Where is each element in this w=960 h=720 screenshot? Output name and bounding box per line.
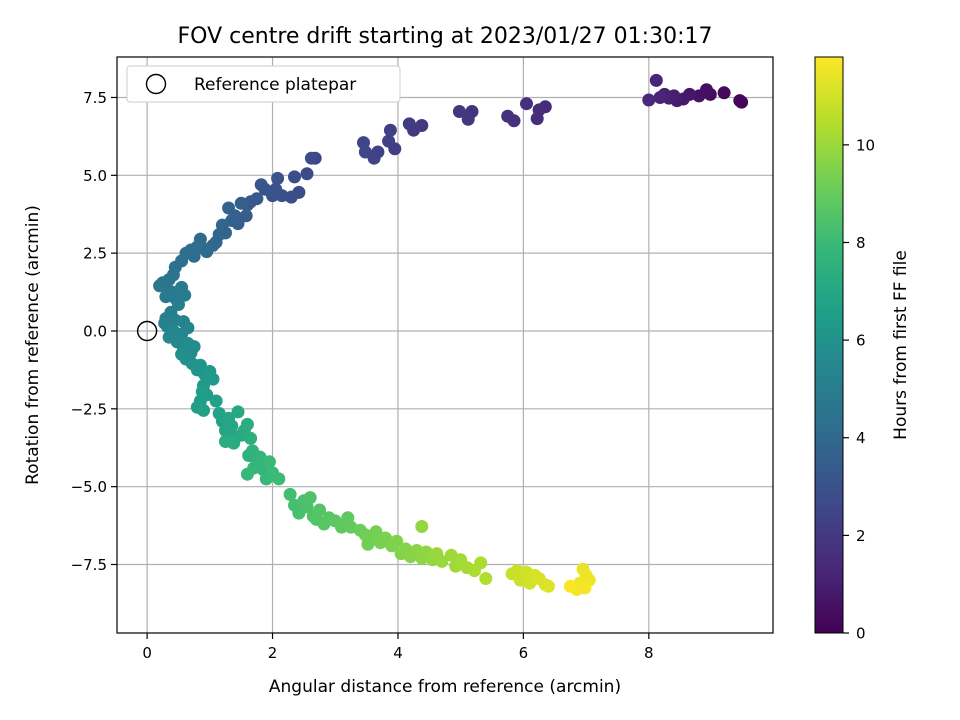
- data-point: [402, 117, 416, 131]
- data-point: [195, 385, 209, 399]
- y-tick-label: 7.5: [83, 89, 107, 107]
- colorbar-label: Hours from first FF file: [891, 250, 911, 440]
- data-point: [239, 209, 253, 223]
- y-tick-label: 0.0: [83, 322, 107, 340]
- data-point: [283, 487, 297, 501]
- y-axis: −7.5 −5.0 −2.5 0.0 2.5 5.0 7.5: [71, 89, 117, 574]
- data-point: [357, 136, 370, 150]
- data-point: [335, 520, 348, 534]
- data-point: [733, 94, 747, 108]
- plot-area-frame: [116, 56, 774, 634]
- data-point: [303, 491, 317, 505]
- colorbar-tick-label: 0: [856, 625, 866, 643]
- data-point: [530, 112, 544, 126]
- data-point: [563, 579, 577, 593]
- data-point: [390, 534, 404, 548]
- data-point: [209, 394, 223, 408]
- data-point: [461, 112, 475, 126]
- legend-marker-circle: [145, 73, 167, 95]
- data-point: [382, 134, 396, 148]
- data-point: [197, 403, 210, 417]
- y-tick-label: 5.0: [83, 167, 107, 185]
- data-point: [300, 167, 314, 181]
- data-point: [225, 419, 239, 433]
- data-point: [219, 435, 232, 448]
- colorbar-tick-label: 4: [856, 429, 866, 447]
- data-point: [717, 86, 731, 100]
- y-tick-label: −2.5: [71, 400, 107, 418]
- y-tick-label: 2.5: [83, 245, 107, 263]
- data-point: [415, 520, 429, 533]
- data-point: [240, 467, 254, 481]
- data-point: [240, 417, 254, 431]
- data-point: [272, 472, 286, 486]
- data-point: [642, 93, 656, 107]
- colorbar-ticks: 0 2 4 6 8 10: [843, 136, 875, 643]
- x-tick-label: 0: [142, 644, 152, 662]
- chart-title: FOV centre drift starting at 2023/01/27 …: [178, 24, 713, 49]
- data-point: [501, 109, 515, 123]
- data-point: [479, 572, 493, 585]
- reference-marker-layer: [136, 320, 158, 342]
- y-axis-label: Rotation from reference (arcmin): [23, 205, 43, 485]
- data-point: [542, 579, 555, 593]
- colorbar: 0 2 4 6 8 10 Hours from first FF file: [814, 56, 911, 643]
- reference-platepar-marker: [136, 320, 158, 342]
- colorbar-tick-label: 6: [856, 332, 866, 350]
- data-point: [178, 288, 192, 302]
- data-point: [313, 503, 327, 517]
- legend-box: [126, 65, 401, 103]
- data-point: [304, 151, 318, 165]
- data-point: [474, 556, 488, 570]
- data-point: [254, 178, 268, 192]
- colorbar-tick-label: 8: [856, 234, 866, 252]
- colorbar-tick-label: 10: [856, 136, 875, 154]
- y-tick-label: −5.0: [71, 478, 107, 496]
- data-point: [369, 525, 383, 539]
- x-tick-label: 2: [268, 644, 278, 662]
- data-point: [153, 279, 167, 293]
- data-point: [435, 554, 449, 568]
- data-point: [206, 372, 220, 386]
- x-axis: 0 2 4 6 8: [142, 633, 654, 662]
- data-point: [452, 105, 466, 118]
- legend: Reference platepar: [126, 65, 401, 103]
- data-point: [187, 340, 201, 354]
- data-point: [244, 431, 258, 445]
- data-point: [649, 73, 663, 87]
- x-tick-label: 6: [519, 644, 529, 662]
- grid-lines: [117, 57, 773, 633]
- data-point: [222, 201, 236, 215]
- data-point: [262, 455, 276, 469]
- legend-entry-reference-platepar: Reference platepar: [194, 75, 356, 95]
- data-point: [578, 581, 592, 595]
- colorbar-bar: [814, 56, 844, 634]
- data-point: [271, 171, 285, 185]
- x-tick-label: 8: [644, 644, 654, 662]
- y-tick-label: −7.5: [71, 556, 107, 574]
- data-point: [383, 123, 397, 137]
- data-point: [231, 405, 245, 419]
- x-tick-label: 4: [393, 644, 403, 662]
- data-point: [288, 170, 301, 184]
- data-point: [520, 97, 533, 111]
- data-point: [653, 91, 667, 104]
- data-point: [234, 196, 248, 210]
- colorbar-tick-label: 2: [856, 527, 866, 545]
- x-axis-label: Angular distance from reference (arcmin): [269, 677, 621, 697]
- points-layer: [153, 73, 749, 596]
